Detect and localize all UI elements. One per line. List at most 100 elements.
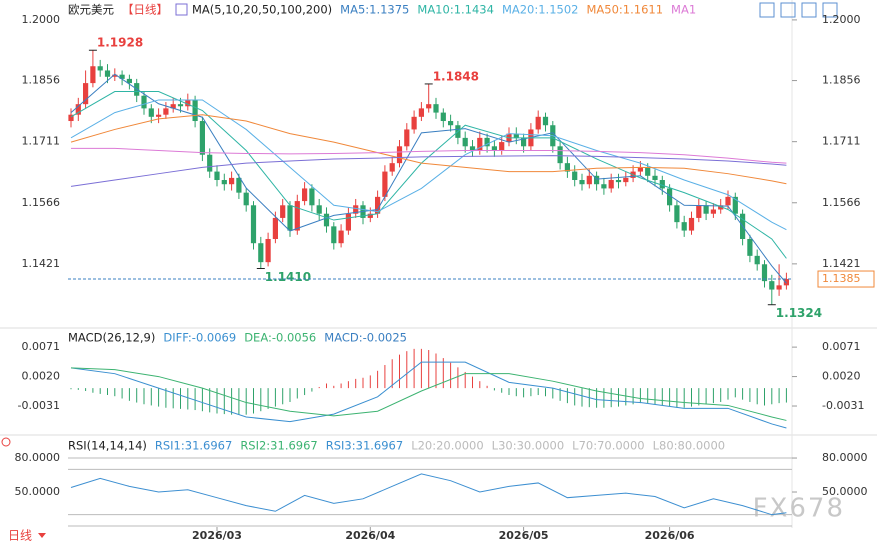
candle-body xyxy=(141,95,147,109)
y-tick-label: 1.1566 xyxy=(822,196,861,209)
y-tick-label: 1.1711 xyxy=(22,135,61,148)
y-tick-label: 50.0000 xyxy=(15,485,61,498)
candle-body xyxy=(207,154,213,172)
candle-body xyxy=(258,243,264,263)
y-tick-label: 1.1856 xyxy=(22,74,61,87)
candle-body xyxy=(316,205,322,214)
candle-body xyxy=(185,99,191,107)
candle-body xyxy=(681,222,687,231)
legend-label: L80:80.0000 xyxy=(653,439,725,453)
period-tab[interactable]: 日线 xyxy=(8,529,32,543)
candle-body xyxy=(396,146,403,164)
candle-body xyxy=(440,112,446,122)
legend-label: L70:70.0000 xyxy=(572,439,644,453)
indicator-line xyxy=(70,91,787,259)
candle-body xyxy=(535,116,541,130)
candle-body xyxy=(83,83,89,105)
legend-label: RSI3:31.6967 xyxy=(326,439,403,453)
candle-body xyxy=(747,238,753,256)
candle-body xyxy=(375,196,381,214)
candle-body xyxy=(433,104,439,113)
candle-body xyxy=(608,180,614,189)
candle-body xyxy=(542,116,549,126)
y-tick-label: 80.0000 xyxy=(822,451,868,464)
y-tick-label: 1.1856 xyxy=(822,74,861,87)
tool-icon[interactable] xyxy=(780,2,796,18)
candle-body xyxy=(104,70,111,77)
indicator-label: MACD(26,12,9) xyxy=(68,331,155,345)
candle-body xyxy=(90,66,96,84)
y-tick-label: -0.0031 xyxy=(18,399,60,412)
candle-body xyxy=(148,108,154,117)
candle-body xyxy=(75,104,81,115)
candle-body xyxy=(404,129,410,147)
candle-body xyxy=(725,196,731,206)
candle-body xyxy=(703,205,709,214)
candle-body xyxy=(674,205,680,223)
candle-body xyxy=(783,279,789,286)
candle-body xyxy=(426,104,432,109)
legend-label: L20:20.0000 xyxy=(411,439,483,453)
y-tick-label: 1.2000 xyxy=(822,13,861,26)
candle-body xyxy=(572,171,578,181)
indicator-line xyxy=(71,147,787,164)
candle-body xyxy=(513,133,519,138)
last-price-box xyxy=(817,270,875,288)
legend-label: RSI1:31.6967 xyxy=(155,439,232,453)
x-tick-label: 2026/03 xyxy=(192,529,242,542)
tool-icon[interactable] xyxy=(759,2,775,18)
candle-body xyxy=(170,104,176,109)
legend-label: DEA:-0.0056 xyxy=(244,331,316,345)
candle-body xyxy=(294,201,300,231)
candle-body xyxy=(214,171,220,181)
candle-body xyxy=(250,205,257,244)
candle-body xyxy=(667,188,673,206)
x-tick-label: 2026/04 xyxy=(345,529,395,542)
candle-body xyxy=(710,209,716,214)
candle-body xyxy=(623,177,629,183)
candle-body xyxy=(601,184,607,189)
candle-body xyxy=(367,213,373,218)
candle-body xyxy=(761,264,768,282)
last-price-label: 1.1385 xyxy=(822,272,861,285)
indicator-line xyxy=(70,361,787,429)
toolbar[interactable] xyxy=(759,2,838,18)
dropdown-arrow[interactable] xyxy=(38,533,46,538)
candle-body xyxy=(594,175,600,185)
candle-body xyxy=(688,217,695,231)
candle-body xyxy=(156,114,162,117)
chart-title: 欧元美元 xyxy=(68,3,114,17)
candle-body xyxy=(112,74,118,77)
annotation-label: 1.1410 xyxy=(265,270,311,284)
y-tick-label: 0.0020 xyxy=(22,370,61,383)
y-tick-label: 50.0000 xyxy=(822,485,868,498)
y-tick-label: 1.2000 xyxy=(22,13,61,26)
y-tick-label: 80.0000 xyxy=(15,451,61,464)
candle-body xyxy=(287,205,293,231)
candle-body xyxy=(469,146,476,151)
candle-body xyxy=(382,171,388,197)
candle-body xyxy=(229,177,235,185)
tool-icon[interactable] xyxy=(801,2,817,18)
candle-body xyxy=(448,121,454,126)
candle-body xyxy=(221,180,227,185)
candle-body xyxy=(389,163,395,172)
candle-body xyxy=(521,137,527,147)
tool-icon[interactable] xyxy=(822,2,838,18)
candle-body xyxy=(579,180,585,185)
y-tick-label: 1.1421 xyxy=(822,257,861,270)
indicator-line xyxy=(70,473,787,516)
legend-label: RSI2:31.6967 xyxy=(240,439,317,453)
y-tick-label: 1.1421 xyxy=(22,257,61,270)
candle-body xyxy=(659,180,665,189)
legend-label: MA50:1.1611 xyxy=(586,3,663,17)
candle-body xyxy=(309,188,315,206)
candle-body xyxy=(769,281,775,290)
legend-label: MA10:1.1434 xyxy=(417,3,494,17)
legend-label: MACD:-0.0025 xyxy=(324,331,407,345)
candle-body xyxy=(272,217,278,239)
settings-icon[interactable] xyxy=(1,437,11,447)
annotation-label: 1.1848 xyxy=(433,69,479,83)
